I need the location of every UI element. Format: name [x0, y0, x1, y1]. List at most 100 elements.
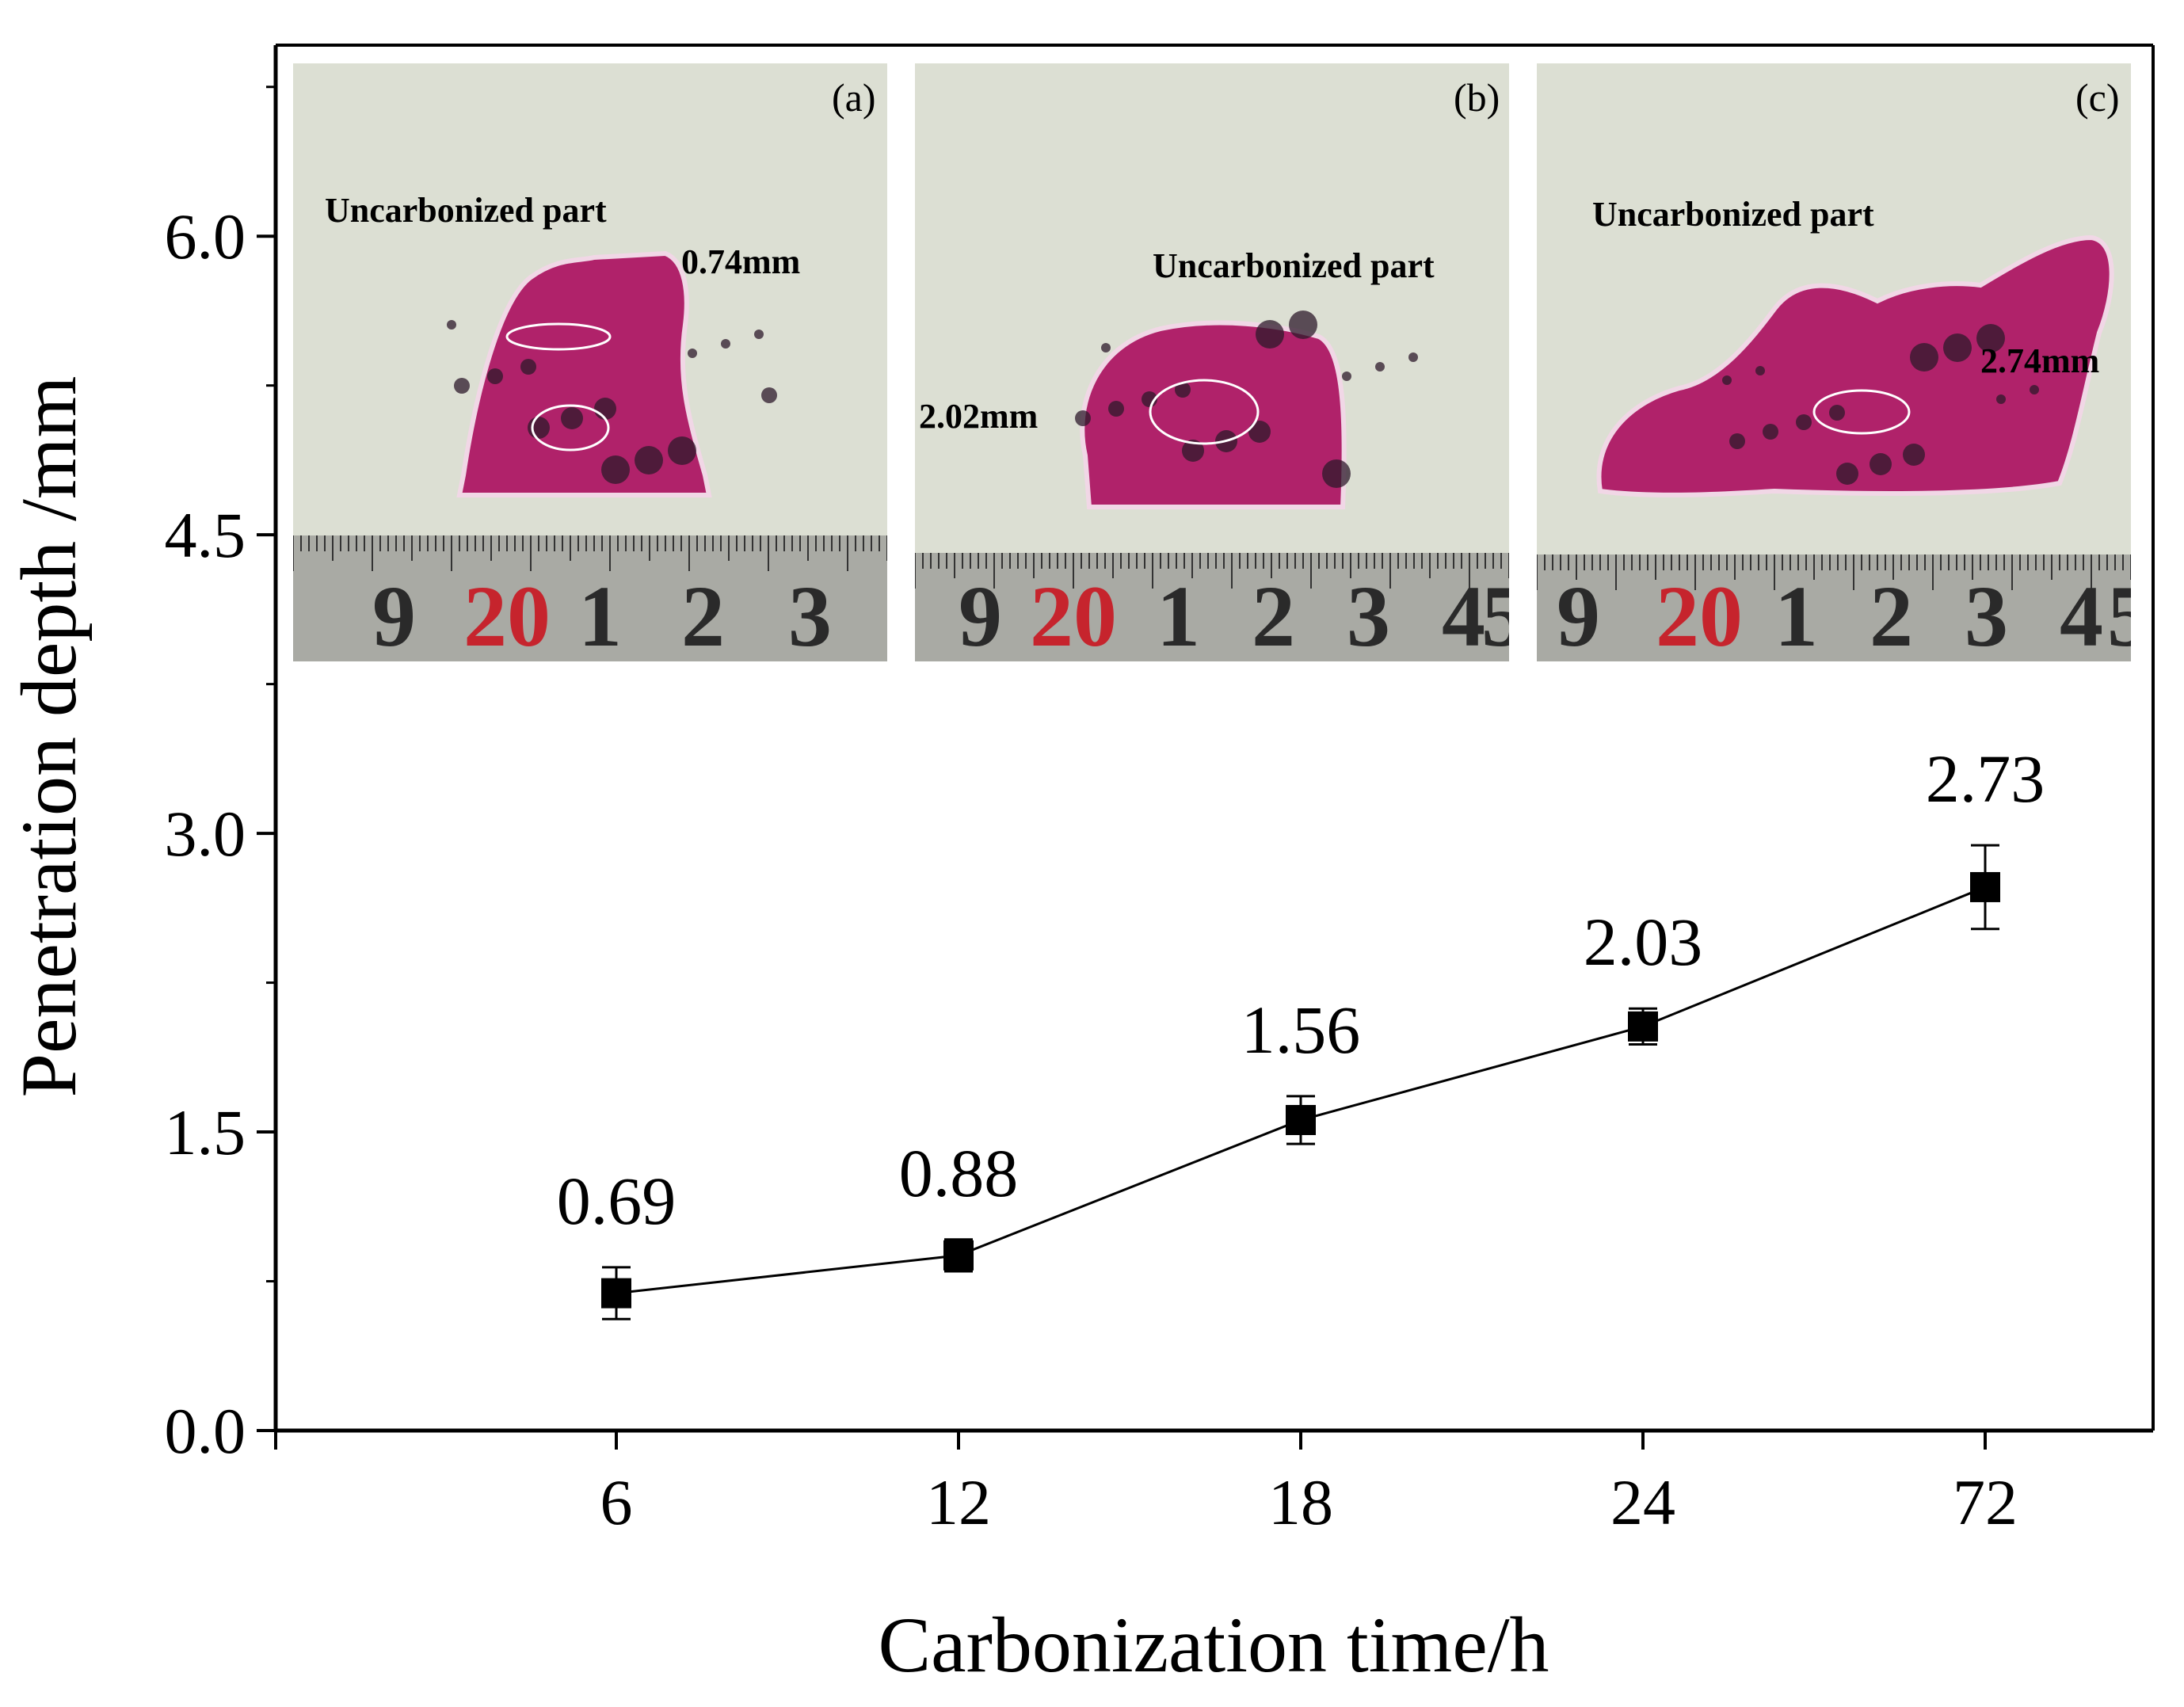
- ruler-number: 3: [1347, 568, 1390, 665]
- sample-pore: [561, 407, 583, 429]
- ruler-number: 20: [1030, 568, 1117, 665]
- sample-pore: [1175, 382, 1191, 398]
- x-tick-label: 18: [1268, 1466, 1333, 1538]
- sample-pore: [1910, 343, 1938, 372]
- ruler-number: 9: [372, 568, 416, 665]
- sample-pore: [487, 368, 503, 384]
- ruler: [915, 553, 1509, 661]
- sample-pore: [447, 320, 456, 330]
- sample-pore: [1075, 410, 1091, 426]
- sample-pore: [1248, 421, 1271, 443]
- inset-photo-a: 9 20 1 2 3 (a) Uncarbonized part 0.74mm: [293, 63, 887, 665]
- y-tick-label: 0.0: [165, 1395, 246, 1467]
- sample-pore: [454, 378, 470, 394]
- ruler-number: 3: [788, 568, 832, 665]
- inset-tag: (c): [2075, 75, 2120, 120]
- sample-pore: [528, 417, 550, 439]
- y-tick-label: 4.5: [165, 499, 246, 571]
- sample-pore: [1289, 311, 1317, 339]
- inset-photo-c: 9 20 1 2 3 4 5 (c) Uncarbonized part 2.74mm: [1537, 63, 2151, 665]
- ruler-number: 9: [959, 568, 1002, 665]
- sample-pore: [594, 398, 616, 420]
- sample-pore: [761, 387, 777, 403]
- y-tick-label: 3.0: [165, 798, 246, 870]
- sample-pore: [1903, 444, 1925, 466]
- sample-pore: [1375, 362, 1385, 372]
- ruler-number: 1: [1157, 568, 1200, 665]
- depth-label: 2.74mm: [1980, 341, 2099, 380]
- sample-pore: [1996, 394, 2006, 404]
- ruler-number: 9: [1557, 568, 1600, 665]
- data-series: 0.69 0.88 1.56 2.03 2.73: [557, 741, 2045, 1320]
- uncarbonized-label: Uncarbonized part: [1153, 246, 1435, 285]
- sample-pore: [1182, 440, 1204, 462]
- data-label: 1.56: [1241, 992, 1361, 1068]
- data-point: [943, 1240, 974, 1271]
- sample-specimen: [1596, 234, 2114, 497]
- inset-tag: (b): [1454, 75, 1500, 120]
- ruler-number: 2: [1252, 568, 1295, 665]
- ruler: [1537, 554, 2131, 661]
- y-tick-label: 6.0: [165, 200, 246, 272]
- x-tick-label: 24: [1610, 1466, 1675, 1538]
- ruler-number: 3: [1965, 568, 2008, 665]
- sample-specimen: [1080, 320, 1347, 509]
- sample-pore: [635, 446, 663, 474]
- x-tick-label: 6: [600, 1466, 633, 1538]
- data-point: [601, 1278, 631, 1309]
- sample-specimen: [456, 250, 712, 497]
- sample-pore: [1408, 352, 1418, 362]
- ruler-number: 5: [2107, 568, 2151, 665]
- data-label: 0.88: [899, 1135, 1019, 1211]
- sample-pore: [1943, 333, 1972, 362]
- sample-pore: [668, 436, 696, 465]
- inset-photo-content: 9 20 1 2 3: [293, 63, 887, 665]
- series-line: [616, 886, 1986, 1295]
- data-point: [1628, 1011, 1658, 1042]
- ruler-number: 4: [2060, 568, 2103, 665]
- uncarbonized-ellipse: [1812, 389, 1911, 435]
- sample-pore: [1870, 453, 1892, 475]
- sample-pore: [1755, 366, 1765, 375]
- sample-pore: [520, 359, 536, 375]
- sample-pore: [1256, 320, 1284, 349]
- depth-label: 0.74mm: [681, 242, 800, 281]
- sample-pore: [721, 339, 730, 349]
- ruler-number: 1: [1774, 568, 1818, 665]
- data-point: [1970, 871, 2000, 902]
- uncarbonized-label: Uncarbonized part: [325, 191, 607, 230]
- ruler-number: 1: [578, 568, 622, 665]
- sample-pore: [1342, 372, 1351, 381]
- sample-pore: [1322, 459, 1351, 488]
- ruler: [293, 535, 887, 661]
- x-axis-title: Carbonization time/h: [878, 1601, 1549, 1689]
- depth-label: 2.02mm: [919, 397, 1038, 436]
- y-tick-label: 1.5: [165, 1096, 246, 1168]
- ruler-number: 20: [1656, 568, 1743, 665]
- data-label: 2.03: [1584, 904, 1703, 980]
- ruler-number: 5: [1481, 568, 1525, 665]
- sample-pore: [1101, 343, 1111, 352]
- sample-pore: [1796, 414, 1812, 430]
- sample-pore: [1722, 375, 1732, 385]
- inset-photo-b: 9 20 1 2 3 45 (b) Uncarbonized part 2.02mm: [915, 63, 1525, 665]
- sample-pore: [1836, 463, 1858, 485]
- y-axis-title: Penetration depth /mm: [5, 376, 93, 1098]
- ruler-number: 2: [681, 568, 725, 665]
- data-label: 2.73: [1926, 741, 2045, 817]
- sample-pore: [1829, 405, 1845, 421]
- sample-pore: [2030, 385, 2039, 394]
- uncarbonized-ellipse: [1149, 379, 1260, 445]
- uncarbonized-label: Uncarbonized part: [1592, 195, 1874, 234]
- sample-pore: [1976, 324, 2005, 352]
- uncarbonized-ellipse: [531, 404, 610, 452]
- sample-pore: [688, 349, 697, 358]
- inset-tag: (a): [832, 75, 876, 120]
- sample-pore: [601, 455, 630, 484]
- sample-pore: [1763, 424, 1778, 440]
- x-tick-label: 72: [1953, 1466, 2018, 1538]
